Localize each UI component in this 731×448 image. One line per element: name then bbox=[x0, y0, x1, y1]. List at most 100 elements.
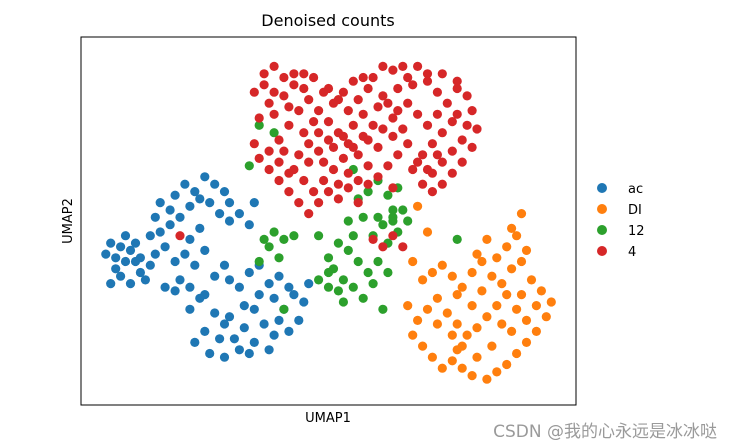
point-12-5 bbox=[279, 304, 289, 314]
point-ac-20 bbox=[180, 179, 190, 189]
point-12-23 bbox=[338, 275, 348, 285]
point-DI-22 bbox=[467, 371, 477, 381]
point-12-3 bbox=[289, 231, 299, 241]
point-DI-19 bbox=[502, 359, 512, 370]
point-DI-49 bbox=[497, 319, 507, 329]
point-ac-39 bbox=[185, 282, 195, 292]
point-4-133 bbox=[432, 109, 442, 119]
point-ac-8 bbox=[116, 271, 126, 281]
point-4-42 bbox=[432, 87, 442, 97]
point-4-54 bbox=[437, 128, 447, 138]
point-4-64 bbox=[472, 124, 482, 134]
point-4-110 bbox=[319, 157, 329, 167]
point-4-116 bbox=[314, 146, 324, 156]
point-4-47 bbox=[447, 146, 457, 156]
point-4-86 bbox=[269, 61, 279, 71]
point-4-12 bbox=[363, 83, 373, 94]
point-ac-34 bbox=[170, 256, 180, 267]
point-4-135 bbox=[175, 231, 185, 241]
point-12-49 bbox=[343, 216, 353, 226]
point-12-4 bbox=[254, 256, 264, 267]
point-ac-68 bbox=[299, 297, 309, 307]
point-12-42 bbox=[269, 128, 279, 138]
point-4-66 bbox=[457, 157, 467, 167]
point-4-13 bbox=[373, 102, 383, 112]
point-4-52 bbox=[418, 150, 428, 160]
point-12-21 bbox=[353, 256, 363, 267]
point-4-94 bbox=[348, 76, 358, 86]
point-DI-17 bbox=[521, 337, 532, 347]
point-4-28 bbox=[343, 139, 353, 149]
point-4-106 bbox=[274, 135, 284, 145]
point-4-34 bbox=[403, 139, 413, 149]
point-ac-88 bbox=[111, 264, 121, 274]
point-12-33 bbox=[383, 267, 393, 278]
point-4-75 bbox=[314, 198, 324, 208]
point-4-30 bbox=[363, 161, 373, 171]
point-DI-61 bbox=[413, 201, 423, 211]
point-ac-15 bbox=[155, 227, 165, 237]
point-4-33 bbox=[393, 150, 403, 160]
point-DI-8 bbox=[487, 271, 497, 281]
point-DI-60 bbox=[472, 249, 482, 259]
point-DI-6 bbox=[467, 267, 477, 278]
point-4-78 bbox=[284, 187, 294, 197]
point-ac-60 bbox=[205, 348, 215, 359]
point-DI-14 bbox=[546, 297, 556, 307]
point-ac-12 bbox=[140, 275, 150, 285]
point-ac-56 bbox=[219, 319, 230, 329]
point-DI-40 bbox=[521, 315, 532, 325]
point-ac-16 bbox=[165, 220, 175, 230]
point-4-5 bbox=[299, 69, 309, 79]
point-4-113 bbox=[348, 120, 358, 130]
point-ac-21 bbox=[190, 187, 200, 197]
point-ac-63 bbox=[249, 337, 259, 347]
point-DI-30 bbox=[422, 304, 433, 314]
point-DI-41 bbox=[487, 341, 497, 351]
point-4-29 bbox=[353, 150, 363, 160]
plot-frame bbox=[80, 36, 577, 406]
point-ac-61 bbox=[219, 352, 230, 362]
point-4-105 bbox=[284, 120, 294, 130]
point-4-20 bbox=[309, 187, 319, 197]
point-4-40 bbox=[413, 61, 423, 71]
point-ac-7 bbox=[106, 279, 116, 289]
point-DI-52 bbox=[477, 286, 487, 296]
point-4-17 bbox=[338, 153, 348, 163]
point-4-73 bbox=[333, 194, 343, 204]
point-DI-25 bbox=[437, 363, 447, 373]
point-DI-50 bbox=[467, 301, 477, 311]
point-12-44 bbox=[274, 253, 284, 263]
point-4-123 bbox=[269, 87, 279, 97]
point-ac-4 bbox=[120, 256, 131, 267]
point-12-43 bbox=[244, 161, 254, 171]
point-4-58 bbox=[403, 98, 413, 108]
point-DI-4 bbox=[447, 271, 457, 281]
point-4-41 bbox=[422, 76, 433, 86]
point-4-4 bbox=[289, 80, 299, 90]
point-12-38 bbox=[452, 234, 462, 244]
point-12-39 bbox=[403, 216, 413, 226]
point-DI-45 bbox=[432, 319, 442, 329]
point-4-44 bbox=[452, 109, 462, 119]
point-4-72 bbox=[343, 183, 353, 193]
point-DI-38 bbox=[502, 290, 512, 300]
point-ac-26 bbox=[215, 209, 225, 219]
point-4-111 bbox=[328, 142, 339, 152]
point-ac-58 bbox=[200, 326, 210, 336]
point-DI-58 bbox=[516, 209, 527, 219]
point-DI-59 bbox=[482, 234, 492, 244]
point-ac-43 bbox=[224, 275, 235, 285]
point-ac-42 bbox=[219, 260, 230, 270]
point-ac-76 bbox=[274, 315, 284, 325]
point-4-80 bbox=[264, 164, 274, 175]
point-DI-9 bbox=[497, 279, 507, 289]
point-4-55 bbox=[447, 117, 457, 127]
point-12-31 bbox=[323, 253, 334, 263]
point-4-125 bbox=[299, 128, 309, 138]
point-DI-18 bbox=[511, 348, 522, 359]
point-4-134 bbox=[279, 146, 289, 156]
point-4-25 bbox=[314, 128, 324, 138]
point-DI-1 bbox=[418, 275, 428, 285]
point-DI-32 bbox=[442, 308, 452, 318]
